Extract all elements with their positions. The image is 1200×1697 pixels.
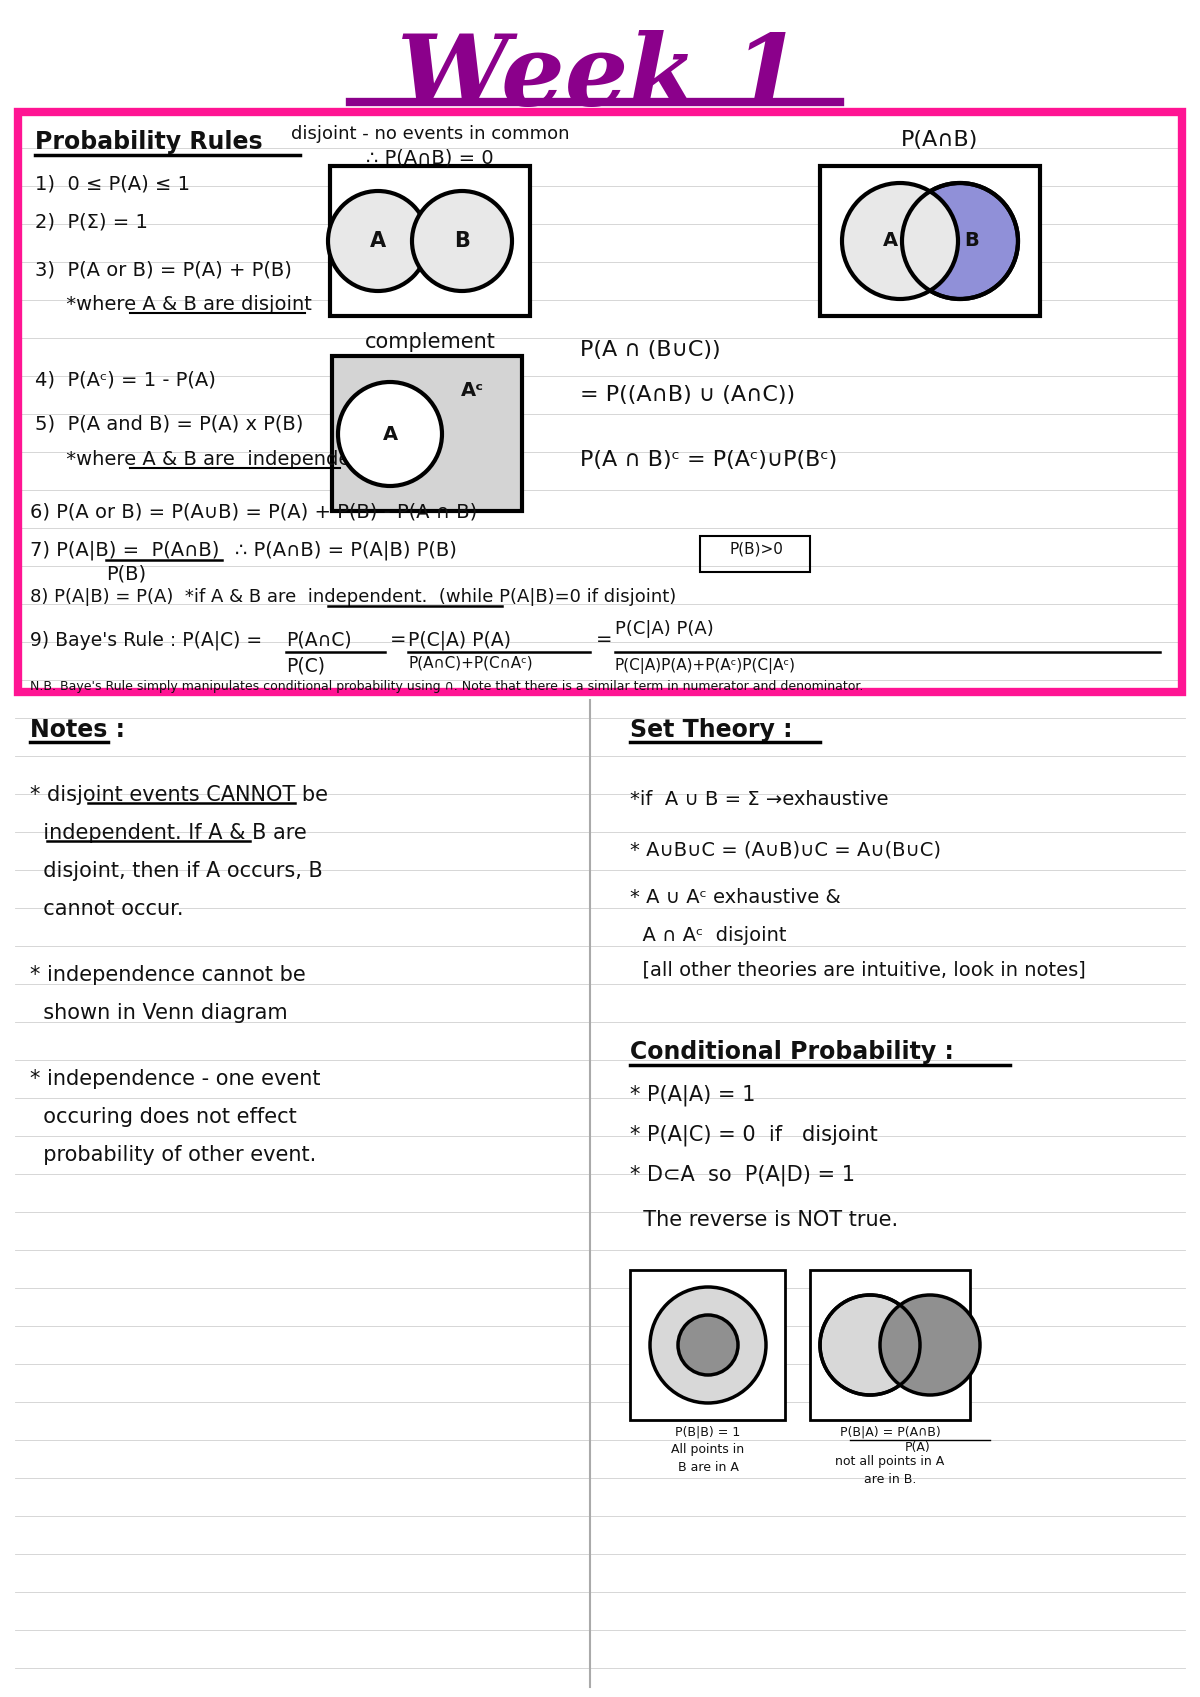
Text: = P((A∩B) ∪ (A∩C)): = P((A∩B) ∪ (A∩C)): [580, 385, 796, 406]
Text: =: =: [390, 630, 407, 648]
Text: Week 1: Week 1: [397, 31, 803, 127]
Text: A ∩ Aᶜ  disjoint: A ∩ Aᶜ disjoint: [630, 927, 786, 945]
Bar: [820, 166, 1040, 316]
Text: disjoint, then if A occurs, B: disjoint, then if A occurs, B: [30, 860, 323, 881]
Text: 8) P(A|B) = P(A)  *if A & B are  independent.  (while P(A|B)=0 if disjoint): 8) P(A|B) = P(A) *if A & B are independe…: [30, 587, 677, 606]
Text: Aᶜ: Aᶜ: [461, 380, 484, 399]
Bar: [810, 1269, 970, 1420]
Text: disjoint - no events in common: disjoint - no events in common: [290, 126, 569, 143]
Text: P(A∩C): P(A∩C): [286, 630, 352, 648]
Circle shape: [650, 1286, 766, 1403]
Text: ∴ P(A∩B) = 0: ∴ P(A∩B) = 0: [366, 148, 494, 166]
Text: Set Theory :: Set Theory :: [630, 718, 792, 742]
Text: P(B|A) = P(A∩B): P(B|A) = P(A∩B): [840, 1425, 941, 1437]
Text: 9) Baye's Rule : P(A|C) =: 9) Baye's Rule : P(A|C) =: [30, 630, 262, 650]
Text: P(C|A)P(A)+P(Aᶜ)P(C|Aᶜ): P(C|A)P(A)+P(Aᶜ)P(C|Aᶜ): [616, 658, 796, 674]
Text: P(A ∩ (B∪C)): P(A ∩ (B∪C)): [580, 339, 721, 360]
Text: The reverse is NOT true.: The reverse is NOT true.: [630, 1210, 898, 1230]
Text: N.B. Baye's Rule simply manipulates conditional probability using ∩. Note that t: N.B. Baye's Rule simply manipulates cond…: [30, 680, 863, 692]
Text: * A ∪ Aᶜ exhaustive &: * A ∪ Aᶜ exhaustive &: [630, 888, 841, 906]
Text: P(B): P(B): [106, 563, 146, 584]
Circle shape: [328, 192, 428, 290]
Circle shape: [820, 1295, 920, 1395]
Text: occuring does not effect: occuring does not effect: [30, 1106, 296, 1127]
Circle shape: [902, 183, 1018, 299]
Text: B are in A: B are in A: [678, 1461, 738, 1475]
Text: P(A): P(A): [905, 1441, 931, 1454]
Bar: [330, 166, 530, 316]
Text: P(A∩C)+P(C∩Aᶜ): P(A∩C)+P(C∩Aᶜ): [408, 657, 533, 670]
Text: *where A & B are  independent: *where A & B are independent: [35, 450, 371, 468]
Text: complement: complement: [365, 333, 496, 351]
Text: 1)  0 ≤ P(A) ≤ 1: 1) 0 ≤ P(A) ≤ 1: [35, 175, 190, 193]
Text: Conditional Probability :: Conditional Probability :: [630, 1040, 954, 1064]
Text: P(C|A) P(A): P(C|A) P(A): [616, 619, 714, 638]
Text: * A∪B∪C = (A∪B)∪C = A∪(B∪C): * A∪B∪C = (A∪B)∪C = A∪(B∪C): [630, 840, 941, 859]
Text: * P(A|A) = 1: * P(A|A) = 1: [630, 1084, 755, 1106]
Text: * independence - one event: * independence - one event: [30, 1069, 320, 1089]
Text: P(B)>0: P(B)>0: [730, 541, 782, 557]
Text: * disjoint events CANNOT be: * disjoint events CANNOT be: [30, 786, 328, 804]
Circle shape: [678, 1315, 738, 1375]
Text: ∴ P(A∩B) = P(A|B) P(B): ∴ P(A∩B) = P(A|B) P(B): [235, 540, 457, 560]
Circle shape: [880, 1295, 980, 1395]
Text: 4)  P(Aᶜ) = 1 - P(A): 4) P(Aᶜ) = 1 - P(A): [35, 370, 216, 389]
Text: 5)  P(A and B) = P(A) x P(B): 5) P(A and B) = P(A) x P(B): [35, 416, 304, 434]
Text: * independence cannot be: * independence cannot be: [30, 966, 306, 984]
Text: not all points in A: not all points in A: [835, 1454, 944, 1468]
Bar: [700, 536, 810, 572]
Text: P(B|B) = 1: P(B|B) = 1: [676, 1425, 740, 1437]
Text: shown in Venn diagram: shown in Venn diagram: [30, 1003, 288, 1023]
Circle shape: [412, 192, 512, 290]
Text: 7) P(A|B) =  P(A∩B): 7) P(A|B) = P(A∩B): [30, 540, 220, 560]
Text: Probability Rules: Probability Rules: [35, 131, 263, 154]
Text: P(A∩B): P(A∩B): [901, 131, 979, 149]
Text: B: B: [965, 231, 979, 251]
Text: are in B.: are in B.: [864, 1473, 916, 1487]
Text: Notes :: Notes :: [30, 718, 125, 742]
Text: All points in: All points in: [672, 1442, 744, 1456]
Text: cannot occur.: cannot occur.: [30, 899, 184, 920]
Text: P(C): P(C): [286, 657, 325, 675]
Text: P(C|A) P(A): P(C|A) P(A): [408, 630, 511, 650]
Bar: [332, 356, 522, 511]
Text: *where A & B are disjoint: *where A & B are disjoint: [35, 295, 312, 314]
Text: =: =: [596, 630, 612, 648]
Text: *if  A ∪ B = Σ →exhaustive: *if A ∪ B = Σ →exhaustive: [630, 791, 888, 809]
Text: * P(A|C) = 0  if   disjoint: * P(A|C) = 0 if disjoint: [630, 1125, 877, 1147]
Text: probability of other event.: probability of other event.: [30, 1145, 317, 1166]
Text: A: A: [383, 424, 397, 443]
Text: 2)  P(Σ) = 1: 2) P(Σ) = 1: [35, 214, 148, 232]
Text: [all other theories are intuitive, look in notes]: [all other theories are intuitive, look …: [630, 961, 1086, 979]
Text: independent. If A & B are: independent. If A & B are: [30, 823, 307, 843]
Text: * D⊂A  so  P(A|D) = 1: * D⊂A so P(A|D) = 1: [630, 1166, 854, 1186]
Text: 3)  P(A or B) = P(A) + P(B): 3) P(A or B) = P(A) + P(B): [35, 260, 292, 278]
Text: A: A: [882, 231, 898, 251]
Text: A: A: [370, 231, 386, 251]
Bar: [630, 1269, 785, 1420]
Text: P(A ∩ B)ᶜ = P(Aᶜ)∪P(Bᶜ): P(A ∩ B)ᶜ = P(Aᶜ)∪P(Bᶜ): [580, 450, 838, 470]
Text: 6) P(A or B) = P(A∪B) = P(A) + P(B) - P(A ∩ B): 6) P(A or B) = P(A∪B) = P(A) + P(B) - P(…: [30, 502, 478, 521]
Circle shape: [338, 382, 442, 485]
Circle shape: [842, 183, 958, 299]
Bar: [18, 112, 1182, 692]
Text: B: B: [454, 231, 470, 251]
